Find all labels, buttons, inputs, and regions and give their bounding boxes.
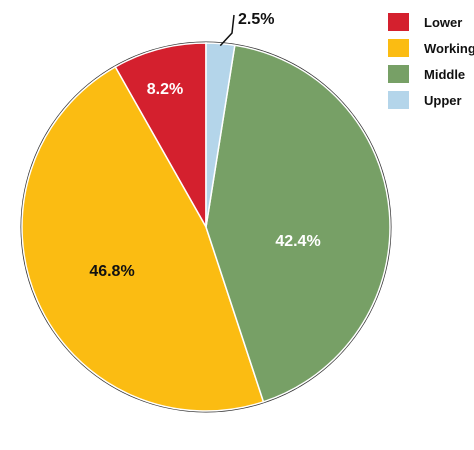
data-label-working: 46.8% [89, 263, 134, 280]
pie-slice-lower [114, 42, 207, 230]
upper-leader-line [219, 14, 235, 47]
legend-label-upper: Upper [424, 93, 462, 108]
legend-label-working: Working [424, 41, 474, 56]
data-label-middle: 42.4% [275, 233, 320, 250]
legend-label-lower: Lower [424, 15, 462, 30]
legend-swatch-middle [388, 65, 409, 83]
pie-data-labels: 8.2% 46.8% 42.4% 2.5% [89, 11, 320, 280]
legend-swatch-upper [388, 91, 409, 109]
data-label-lower: 8.2% [147, 81, 183, 98]
pie-slices [20, 41, 392, 413]
pie-slice-middle [205, 44, 391, 403]
data-label-upper: 2.5% [238, 11, 274, 28]
legend-label-middle: Middle [424, 67, 465, 82]
pie-slice-working [21, 65, 265, 412]
legend: Lower Working Middle Upper [388, 13, 474, 109]
legend-swatch-lower [388, 13, 409, 31]
pie-slice-upper [205, 42, 236, 228]
legend-swatch-working [388, 39, 409, 57]
